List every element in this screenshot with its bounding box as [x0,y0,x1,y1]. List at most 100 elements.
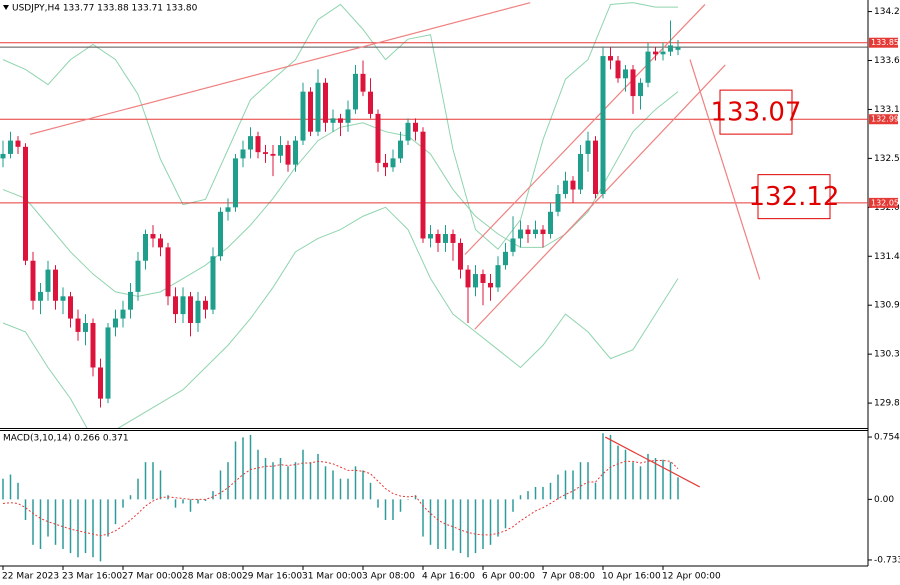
macd-bar [182,499,184,504]
macd-bar [422,499,424,537]
candle-body [143,234,148,261]
annotation-box [719,89,793,135]
candle-body [300,91,306,141]
macd-bar [174,499,177,508]
macd-bar [497,499,499,537]
candle-body [308,91,313,132]
candle-body [473,274,478,288]
level-tag [869,197,898,208]
macd-bar [242,437,244,500]
candle-body [518,229,523,239]
candle-body [488,282,493,288]
candle-body [608,56,613,61]
level-tag-label: 132.99 [871,115,899,124]
macd-bar [317,453,319,500]
candle-body [375,113,381,163]
candle-body [338,118,343,123]
macd-bar [639,466,642,500]
macd-bar [77,499,79,558]
candle-body [563,180,568,194]
macd-bar [99,499,102,562]
macd-bar [249,434,252,500]
macd-bar [624,449,627,500]
x-tick-label: 31 Mar 00:00 [302,572,362,582]
trendline [29,2,531,135]
candle-body [120,309,126,319]
x-tick-label: 12 Apr 00:00 [662,572,721,582]
candle-body [150,234,156,239]
macd-bar [377,499,379,508]
candle-body [218,211,223,257]
main-panel [0,2,868,428]
macd-bar [339,478,342,500]
candle-body [98,367,103,399]
candle-body [428,234,433,239]
x-tick-label: 27 Mar 00:00 [122,572,182,582]
candle-body [278,145,283,156]
candle-body [570,180,576,190]
candle-body [180,296,186,315]
macd-bar [84,499,87,554]
macd-bar [519,495,522,500]
band-line [2,206,679,428]
menu-triangle[interactable] [3,5,9,10]
candle-body [263,152,268,154]
candle-body [113,318,118,328]
macd-bar [617,445,619,500]
macd-bar [92,499,94,558]
macd-bar [332,470,334,500]
y-tick-label: 130.35 [874,350,900,360]
macd-signal [2,460,679,537]
macd-bar [69,499,72,554]
macd-bar [474,499,477,554]
candle-body [465,269,471,288]
y-tick-label: 132.55 [874,154,900,164]
candle-body [360,73,366,92]
x-tick-label: 4 Apr 16:00 [422,572,475,582]
candle-body [8,140,13,154]
level-tag-label: 133.85 [871,38,899,47]
y-tick-label: 130.90 [874,301,900,311]
macd-bar [392,499,394,521]
macd-bar [542,486,544,500]
macd-bar [549,482,552,500]
candle-body [255,136,261,153]
candle-body [533,229,538,235]
candle-body [15,140,21,147]
macd-bar [159,470,162,500]
y-tick-label: 131.45 [874,252,900,262]
macd-bar [24,499,27,521]
candle-body [135,260,141,292]
macd-bar [294,462,297,500]
candle-body [443,234,448,243]
macd-bar [17,482,19,500]
y-tick-label: 134.20 [874,7,900,17]
macd-bar [47,499,49,537]
macd-bar [662,459,664,500]
macd-bar [257,449,259,500]
candle-body [83,323,88,332]
macd-trendline [604,436,701,488]
candle-body [615,60,621,79]
macd-bar [144,462,147,500]
macd-bar [197,499,199,504]
axes: 134.20133.65133.10132.55132.00131.45130.… [2,7,900,581]
y-tick-label: 133.10 [874,105,900,115]
macd-bar [594,482,597,500]
macd-bar [677,477,679,500]
x-tick-label: 6 Apr 00:00 [482,572,535,582]
macd-bar [122,499,124,508]
candle-body [173,296,178,315]
candle-body [638,82,643,97]
macd-bar [137,478,139,500]
macd-bar [347,478,349,500]
candle-body [23,146,28,261]
candle-body [480,274,486,283]
macd-bar [219,470,222,500]
candle-body [450,234,456,243]
candle-body [630,69,636,97]
macd-y-tick-label: -0.733 [874,555,900,565]
candle-body [383,162,388,168]
